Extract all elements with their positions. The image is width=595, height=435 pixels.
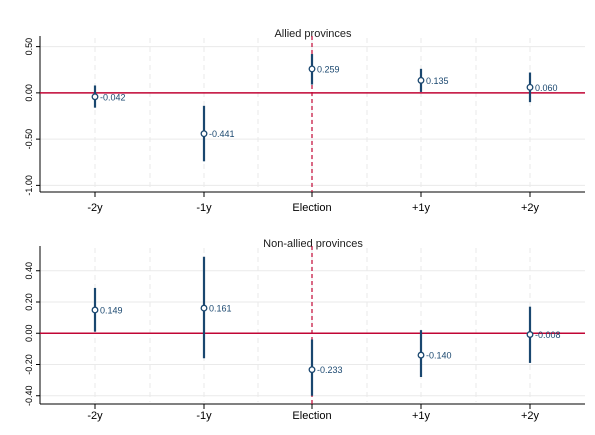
point-value-label: -0.233: [317, 365, 343, 375]
x-tick-label: Election: [292, 410, 331, 422]
y-tick-label: -1.00: [24, 175, 34, 196]
point-estimate-marker: [526, 331, 534, 338]
y-tick-label: 0.00: [24, 324, 34, 342]
y-tick-label: 0.40: [24, 262, 34, 280]
x-tick-label: -1y: [196, 202, 212, 214]
panel-allied-provinces: Allied provinces 0.50 0.00 -0.50 -1.00 -2y -1…: [24, 28, 585, 214]
y-tick-label: -0.50: [24, 129, 34, 150]
point-estimate-marker: [526, 83, 534, 91]
y-tick-label: 0.50: [24, 38, 34, 56]
point-value-label: -0.042: [100, 92, 126, 102]
point-estimate-marker: [91, 306, 99, 314]
x-tick-label: +2y: [521, 410, 540, 422]
point-estimate-marker: [91, 93, 99, 101]
x-tick-label: -2y: [87, 410, 103, 422]
point-value-label: 0.060: [535, 83, 558, 93]
point-value-label: 0.161: [209, 304, 232, 314]
x-tick-label: -2y: [87, 202, 103, 214]
point-estimate-marker: [200, 304, 208, 312]
point-value-label: -0.008: [535, 330, 561, 340]
x-tick-label: -1y: [196, 410, 212, 422]
panel-title: Allied provinces: [274, 28, 352, 40]
y-tick-label: -0.40: [24, 385, 34, 406]
point-value-label: -0.441: [209, 129, 235, 139]
y-tick-label: 0.00: [24, 84, 34, 102]
point-value-label: -0.140: [426, 351, 452, 361]
x-tick-label: +1y: [412, 202, 431, 214]
point-estimate-marker: [417, 351, 425, 359]
point-estimate-marker: [200, 130, 208, 138]
x-tick-label: +2y: [521, 202, 540, 214]
point-value-label: 0.259: [317, 64, 340, 74]
point-value-label: 0.149: [100, 305, 123, 315]
point-estimate-marker: [308, 366, 316, 374]
point-value-label: 0.135: [426, 76, 449, 86]
x-tick-label: +1y: [412, 410, 431, 422]
y-tick-label: -0.20: [24, 354, 34, 375]
y-tick-label: 0.20: [24, 293, 34, 311]
point-estimate-marker: [308, 65, 316, 73]
point-estimate-marker: [417, 76, 425, 84]
panel-non-allied-provinces: Non-allied provinces 0.40 0.20 0.00 -0.20 -0…: [24, 238, 585, 422]
x-tick-label: Election: [292, 202, 331, 214]
panel-title: Non-allied provinces: [263, 238, 363, 250]
